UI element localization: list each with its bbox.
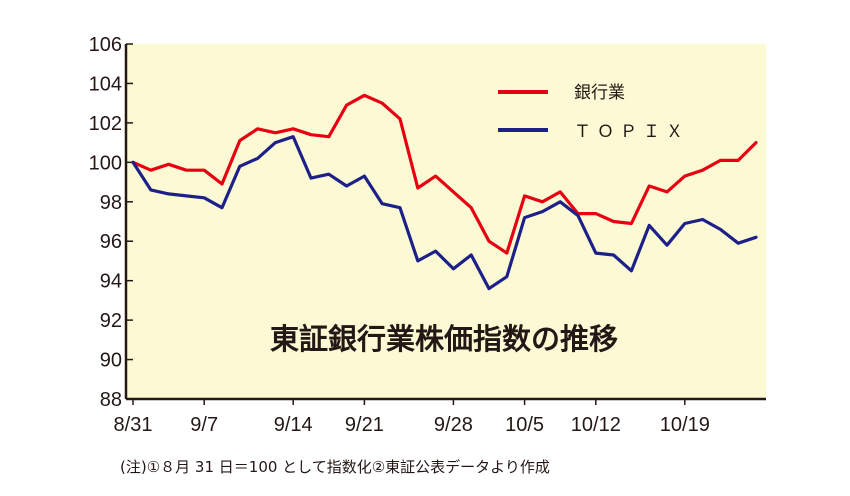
series-line-bank xyxy=(131,93,758,255)
y-tick-label: 88 xyxy=(100,389,122,411)
x-tick-label: 10/19 xyxy=(660,414,710,436)
y-tick-label: 102 xyxy=(89,113,122,135)
y-tick-label: 98 xyxy=(100,192,122,214)
y-tick-label: 92 xyxy=(100,310,122,332)
plot-area xyxy=(126,44,766,399)
series-line-topix xyxy=(131,135,758,291)
y-tick-label: 100 xyxy=(89,152,122,174)
y-tick-label: 106 xyxy=(89,34,122,56)
legend-label-bank: 銀行業 xyxy=(574,83,625,103)
y-tick-label: 96 xyxy=(100,231,122,253)
x-tick-label: 9/14 xyxy=(274,414,313,436)
y-tick-label: 94 xyxy=(100,271,122,293)
legend: 銀行業 ＴＯＰＩＸ xyxy=(498,83,689,142)
x-tick-label: 9/28 xyxy=(434,414,473,436)
x-tick-label: 9/7 xyxy=(190,414,218,436)
x-tick-label: 10/12 xyxy=(571,414,621,436)
y-tick-label: 90 xyxy=(100,350,122,372)
y-tick-label: 104 xyxy=(89,73,122,95)
footnote: (注)①８月 31 日＝100 として指数化②東証公表データより作成 xyxy=(120,458,550,476)
axes: 88 90 92 94 96 98 100 102 104 106 8/31 9/7 9/14 9/21 9… xyxy=(89,34,766,436)
x-tick-label: 10/5 xyxy=(505,414,544,436)
x-tick-label: 8/31 xyxy=(114,414,153,436)
legend-label-topix: ＴＯＰＩＸ xyxy=(574,122,689,142)
chart-title: 東証銀行業株価指数の推移 xyxy=(270,322,618,356)
x-tick-label: 9/21 xyxy=(345,414,384,436)
series-layer xyxy=(131,93,758,291)
